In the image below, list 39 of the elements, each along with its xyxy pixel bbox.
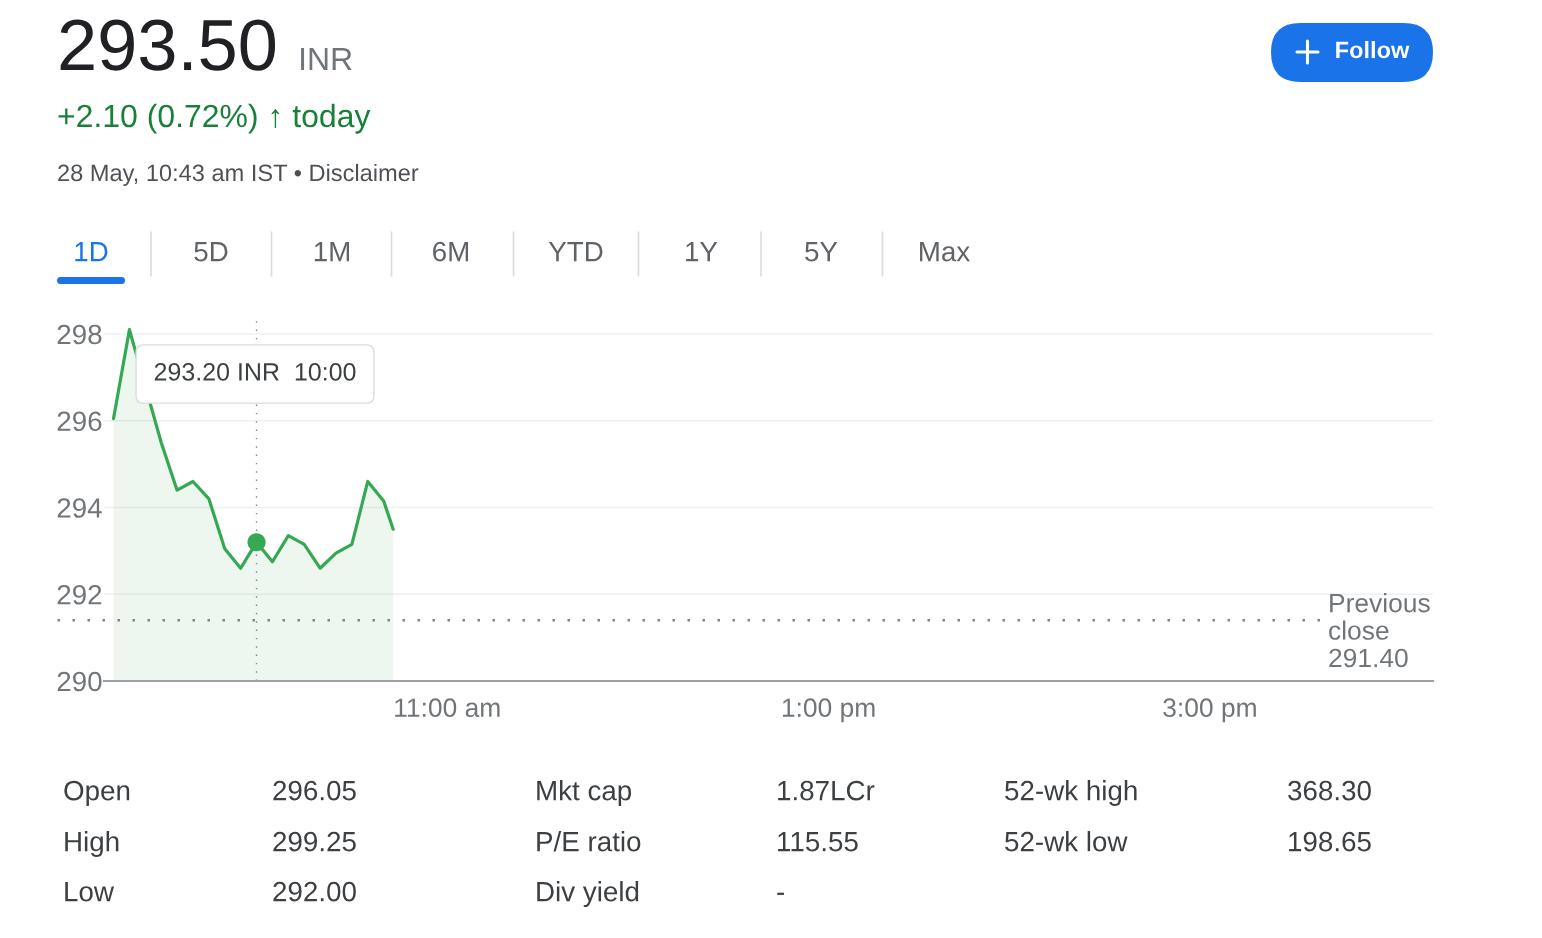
text: YTD [548, 242, 603, 262]
ref-line-label: Previous close 291.40 [1329, 593, 1430, 668]
text: 1Y [686, 242, 718, 262]
text: 296.05 [273, 780, 356, 801]
text: 299.25 [273, 831, 356, 852]
text: 5Y [805, 242, 838, 262]
text: INR [301, 48, 352, 70]
text: +2.10 (0.72%) ↑ today [58, 103, 371, 134]
text: 52-wk high [1005, 780, 1137, 806]
y-tick-label: 292 [57, 584, 102, 605]
text: 198.65 [1289, 831, 1371, 852]
text: 1.87LCr [778, 780, 875, 801]
text: 115.55 [778, 832, 858, 852]
text: Max [920, 242, 970, 262]
text: - [777, 892, 785, 895]
text: Div yield [537, 881, 639, 907]
text: Low [65, 882, 115, 902]
text: 1D [75, 242, 108, 262]
text: 28 May, 10:43 am IST • Disclaimer [58, 163, 419, 186]
text: 52-wk low [1005, 831, 1128, 852]
text: High [65, 831, 119, 857]
x-tick-label: 11:00 am [395, 698, 500, 718]
annotation: 293.20 INR 10:00 [154, 363, 356, 381]
text: 292.00 [273, 881, 356, 902]
text: 5D [194, 242, 228, 262]
y-tick-label: 290 [57, 671, 102, 692]
x-tick-label: 3:00 pm [1163, 698, 1256, 723]
text: Mkt cap [537, 780, 632, 806]
x-tick-label: 1:00 pm [782, 698, 875, 723]
text: 1M [314, 242, 350, 262]
text: P/E ratio [537, 831, 641, 852]
y-tick-label: 298 [57, 324, 102, 345]
text: Open [64, 780, 130, 806]
y-tick-label: 294 [57, 498, 102, 518]
chart-title: 293.50 [60, 19, 276, 71]
text: 368.30 [1288, 780, 1371, 801]
text: 6M [433, 241, 469, 262]
text: Follow [1336, 41, 1410, 59]
y-tick-label: 296 [57, 411, 102, 432]
